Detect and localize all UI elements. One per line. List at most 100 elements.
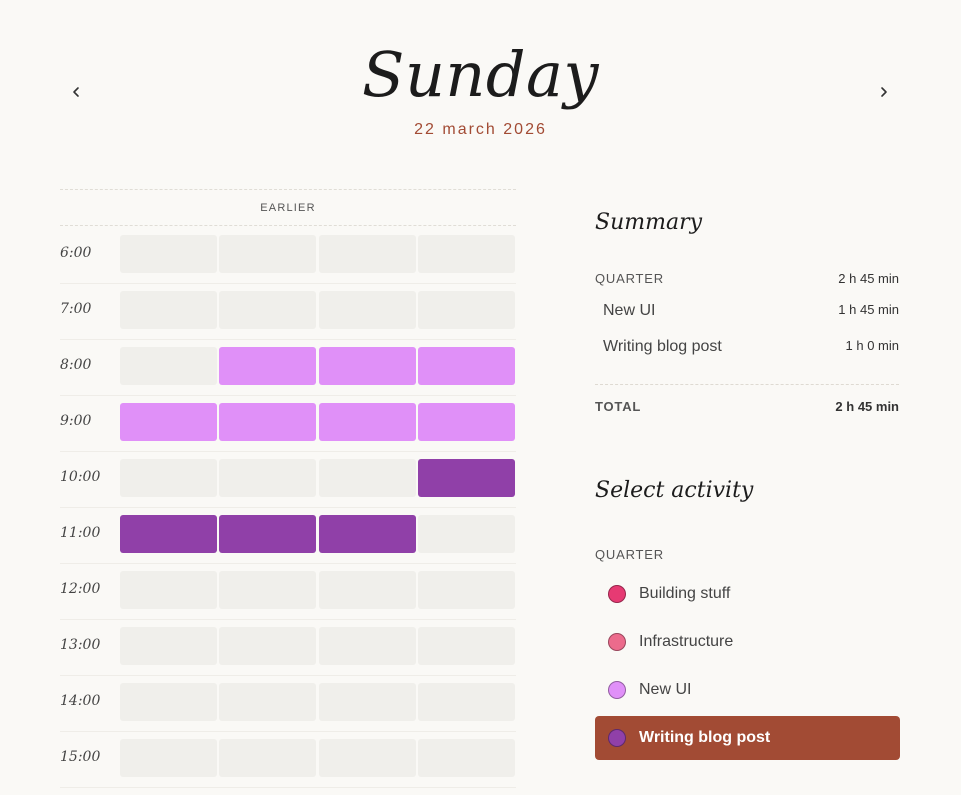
date-subtitle: 22 march 2026 — [414, 121, 547, 138]
next-day-button[interactable] — [876, 84, 892, 100]
time-slot-empty[interactable] — [219, 459, 316, 497]
time-slot-empty[interactable] — [120, 571, 217, 609]
row-divider — [60, 451, 516, 452]
summary-item: Writing blog post 1 h 0 min — [595, 338, 899, 356]
summary-item-name: New UI — [603, 302, 656, 319]
time-slot-empty[interactable] — [319, 235, 416, 273]
time-slot-empty[interactable] — [219, 571, 316, 609]
time-slot-filled[interactable] — [219, 347, 316, 385]
time-slot-empty[interactable] — [120, 739, 217, 777]
time-slot-filled[interactable] — [418, 403, 515, 441]
time-slot-filled[interactable] — [219, 403, 316, 441]
chevron-left-icon — [73, 87, 79, 97]
hour-label: 8:00 — [60, 357, 92, 373]
summary-title: Summary — [595, 210, 703, 235]
time-slot-filled[interactable] — [418, 347, 515, 385]
time-slot-empty[interactable] — [120, 347, 217, 385]
activity-option-infrastructure[interactable]: Infrastructure — [595, 620, 900, 664]
time-slot-empty[interactable] — [319, 627, 416, 665]
summary-item-name: Writing blog post — [603, 338, 722, 355]
activity-label: New UI — [639, 681, 692, 698]
row-divider — [60, 731, 516, 732]
time-slot-filled[interactable] — [319, 515, 416, 553]
activity-label: Infrastructure — [639, 633, 734, 650]
earlier-button[interactable]: EARLIER — [60, 189, 516, 226]
activity-label: Building stuff — [639, 585, 731, 602]
time-slot-empty[interactable] — [219, 291, 316, 329]
time-slot-empty[interactable] — [418, 627, 515, 665]
summary-divider — [595, 384, 899, 385]
hour-row: 10:00 — [60, 459, 516, 515]
hour-row: 8:00 — [60, 347, 516, 403]
time-slot-empty[interactable] — [219, 235, 316, 273]
row-divider — [60, 283, 516, 284]
time-slot-empty[interactable] — [319, 291, 416, 329]
time-slot-empty[interactable] — [219, 739, 316, 777]
hour-row: 7:00 — [60, 291, 516, 347]
time-slot-empty[interactable] — [219, 627, 316, 665]
summary-group-total: 2 h 45 min — [838, 271, 899, 286]
time-slot-filled[interactable] — [319, 347, 416, 385]
time-slot-filled[interactable] — [219, 515, 316, 553]
time-slot-empty[interactable] — [120, 627, 217, 665]
time-slot-filled[interactable] — [418, 459, 515, 497]
summary-item-duration: 1 h 45 min — [838, 302, 899, 317]
hour-row: 13:00 — [60, 627, 516, 683]
row-divider — [60, 619, 516, 620]
hour-label: 7:00 — [60, 301, 92, 317]
time-slot-empty[interactable] — [418, 683, 515, 721]
summary-total-row: TOTAL 2 h 45 min — [595, 399, 899, 414]
hour-row: 12:00 — [60, 571, 516, 627]
time-slot-empty[interactable] — [319, 683, 416, 721]
time-slot-empty[interactable] — [219, 683, 316, 721]
time-slot-filled[interactable] — [319, 403, 416, 441]
time-slot-empty[interactable] — [418, 235, 515, 273]
time-slot-empty[interactable] — [319, 571, 416, 609]
time-slot-empty[interactable] — [319, 459, 416, 497]
hour-row: 9:00 — [60, 403, 516, 459]
time-slot-empty[interactable] — [418, 739, 515, 777]
hour-label: 15:00 — [60, 749, 101, 765]
summary-total-label: TOTAL — [595, 399, 642, 414]
row-divider — [60, 787, 516, 788]
activity-color-dot — [608, 729, 626, 747]
hour-label: 9:00 — [60, 413, 92, 429]
time-slot-empty[interactable] — [319, 739, 416, 777]
summary-group-row: QUARTER 2 h 45 min — [595, 271, 899, 286]
timeline-grid: 6:00 7:00 8:00 9:00 10:00 11:00 12:00 13:00 14:0… — [60, 235, 516, 795]
hour-row: 6:00 — [60, 235, 516, 291]
row-divider — [60, 339, 516, 340]
activity-option-building-stuff[interactable]: Building stuff — [595, 572, 900, 616]
row-divider — [60, 675, 516, 676]
time-slot-empty[interactable] — [418, 291, 515, 329]
activity-option-writing-blog-post[interactable]: Writing blog post — [595, 716, 900, 760]
activity-group-label: QUARTER — [595, 547, 664, 562]
hour-label: 13:00 — [60, 637, 101, 653]
activity-color-dot — [608, 633, 626, 651]
time-slot-empty[interactable] — [120, 683, 217, 721]
time-slot-filled[interactable] — [120, 515, 217, 553]
previous-day-button[interactable] — [68, 84, 84, 100]
row-divider — [60, 563, 516, 564]
hour-label: 6:00 — [60, 245, 92, 261]
hour-row: 14:00 — [60, 683, 516, 739]
hour-label: 11:00 — [60, 525, 101, 541]
activity-color-dot — [608, 585, 626, 603]
summary-item-duration: 1 h 0 min — [845, 338, 899, 353]
chevron-right-icon — [881, 87, 887, 97]
row-divider — [60, 395, 516, 396]
summary-total-value: 2 h 45 min — [835, 399, 899, 414]
time-slot-empty[interactable] — [120, 291, 217, 329]
select-activity-title: Select activity — [595, 478, 754, 503]
hour-label: 12:00 — [60, 581, 101, 597]
hour-label: 14:00 — [60, 693, 101, 709]
activity-option-new-ui[interactable]: New UI — [595, 668, 900, 712]
time-slot-empty[interactable] — [120, 459, 217, 497]
summary-group-label: QUARTER — [595, 271, 664, 286]
hour-label: 10:00 — [60, 469, 101, 485]
time-slot-empty[interactable] — [418, 515, 515, 553]
activity-label: Writing blog post — [639, 729, 771, 746]
time-slot-empty[interactable] — [120, 235, 217, 273]
time-slot-filled[interactable] — [120, 403, 217, 441]
time-slot-empty[interactable] — [418, 571, 515, 609]
